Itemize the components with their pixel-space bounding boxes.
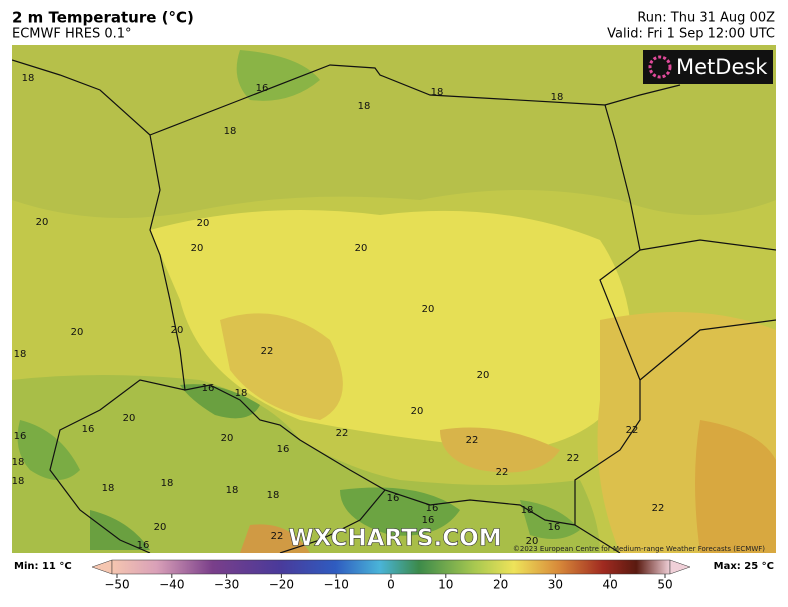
- contour-label: 18: [267, 490, 280, 501]
- contour-label: 18: [12, 457, 25, 468]
- contour-label: 18: [358, 101, 371, 112]
- colorbar-high-end: [669, 559, 691, 575]
- contour-label: 16: [387, 493, 400, 504]
- contour-label: 20: [355, 243, 368, 254]
- colorbar-tick-label: 30: [548, 578, 563, 592]
- contour-label: 20: [71, 327, 84, 338]
- contour-label: 20: [221, 433, 234, 444]
- colorbar-tick-label: −10: [324, 578, 349, 592]
- contour-label: 16: [426, 503, 439, 514]
- contour-label: 18: [14, 349, 27, 360]
- watermark: WXCHARTS.COM: [288, 526, 501, 552]
- run-time: Run: Thu 31 Aug 00Z: [637, 11, 775, 26]
- colorbar-tick-label: 50: [657, 578, 672, 592]
- contour-label: 22: [652, 503, 665, 514]
- contour-label: 16: [548, 522, 561, 533]
- colorbar-tick-label: 20: [493, 578, 508, 592]
- contour-label: 20: [36, 217, 49, 228]
- contour-label: 18: [431, 87, 444, 98]
- colorbar: [111, 559, 671, 575]
- min-label: Min: 11 °C: [14, 561, 72, 572]
- colorbar-tick-label: −40: [159, 578, 184, 592]
- contour-label: 20: [191, 243, 204, 254]
- contour-label: 22: [466, 435, 479, 446]
- colorbar-tick-label: 0: [387, 578, 395, 592]
- logo-text: MetDesk: [676, 55, 768, 79]
- contour-label: 20: [526, 536, 539, 547]
- contour-label: 20: [411, 406, 424, 417]
- contour-label: 20: [171, 325, 184, 336]
- contour-label: 20: [154, 522, 167, 533]
- colorbar-tick-label: −50: [104, 578, 129, 592]
- contour-label: 18: [102, 483, 115, 494]
- contour-label: 22: [271, 531, 284, 542]
- contour-label: 22: [567, 453, 580, 464]
- contour-label: 16: [14, 431, 27, 442]
- contour-label: 22: [626, 425, 639, 436]
- contour-label: 22: [261, 346, 274, 357]
- contour-label: 18: [235, 388, 248, 399]
- contour-label: 18: [224, 126, 237, 137]
- contour-label: 20: [123, 413, 136, 424]
- valid-time: Valid: Fri 1 Sep 12:00 UTC: [607, 27, 775, 42]
- contour-label: 18: [22, 73, 35, 84]
- contour-label: 20: [197, 218, 210, 229]
- logo: MetDesk: [643, 50, 773, 84]
- copyright: ©2023 European Centre for Medium-range W…: [513, 545, 765, 553]
- contour-label: 16: [422, 515, 435, 526]
- contour-label: 16: [137, 540, 150, 551]
- max-label: Max: 25 °C: [714, 561, 774, 572]
- subtitle: ECMWF HRES 0.1°: [12, 27, 132, 42]
- colorbar-tick-label: −30: [214, 578, 239, 592]
- contour-label: 22: [496, 467, 509, 478]
- contour-label: 20: [422, 304, 435, 315]
- title: 2 m Temperature (°C): [12, 9, 194, 27]
- contour-label: 20: [477, 370, 490, 381]
- contour-label: 18: [226, 485, 239, 496]
- colorbar-tick-label: 40: [603, 578, 618, 592]
- contour-label: 16: [256, 83, 269, 94]
- colorbar-tick-label: −20: [269, 578, 294, 592]
- colorbar-tick-label: 10: [438, 578, 453, 592]
- contour-label: 22: [336, 428, 349, 439]
- contour-label: 18: [521, 505, 534, 516]
- contour-label: 16: [202, 383, 215, 394]
- contour-label: 18: [12, 476, 25, 487]
- contour-label: 18: [161, 478, 174, 489]
- contour-label: 18: [551, 92, 564, 103]
- contour-label: 16: [277, 444, 290, 455]
- map: 18 16 18 18 18 18 20 20 20 20 20 20 20 18 22 20 16 18 20 20…: [12, 45, 776, 553]
- contour-label: 16: [82, 424, 95, 435]
